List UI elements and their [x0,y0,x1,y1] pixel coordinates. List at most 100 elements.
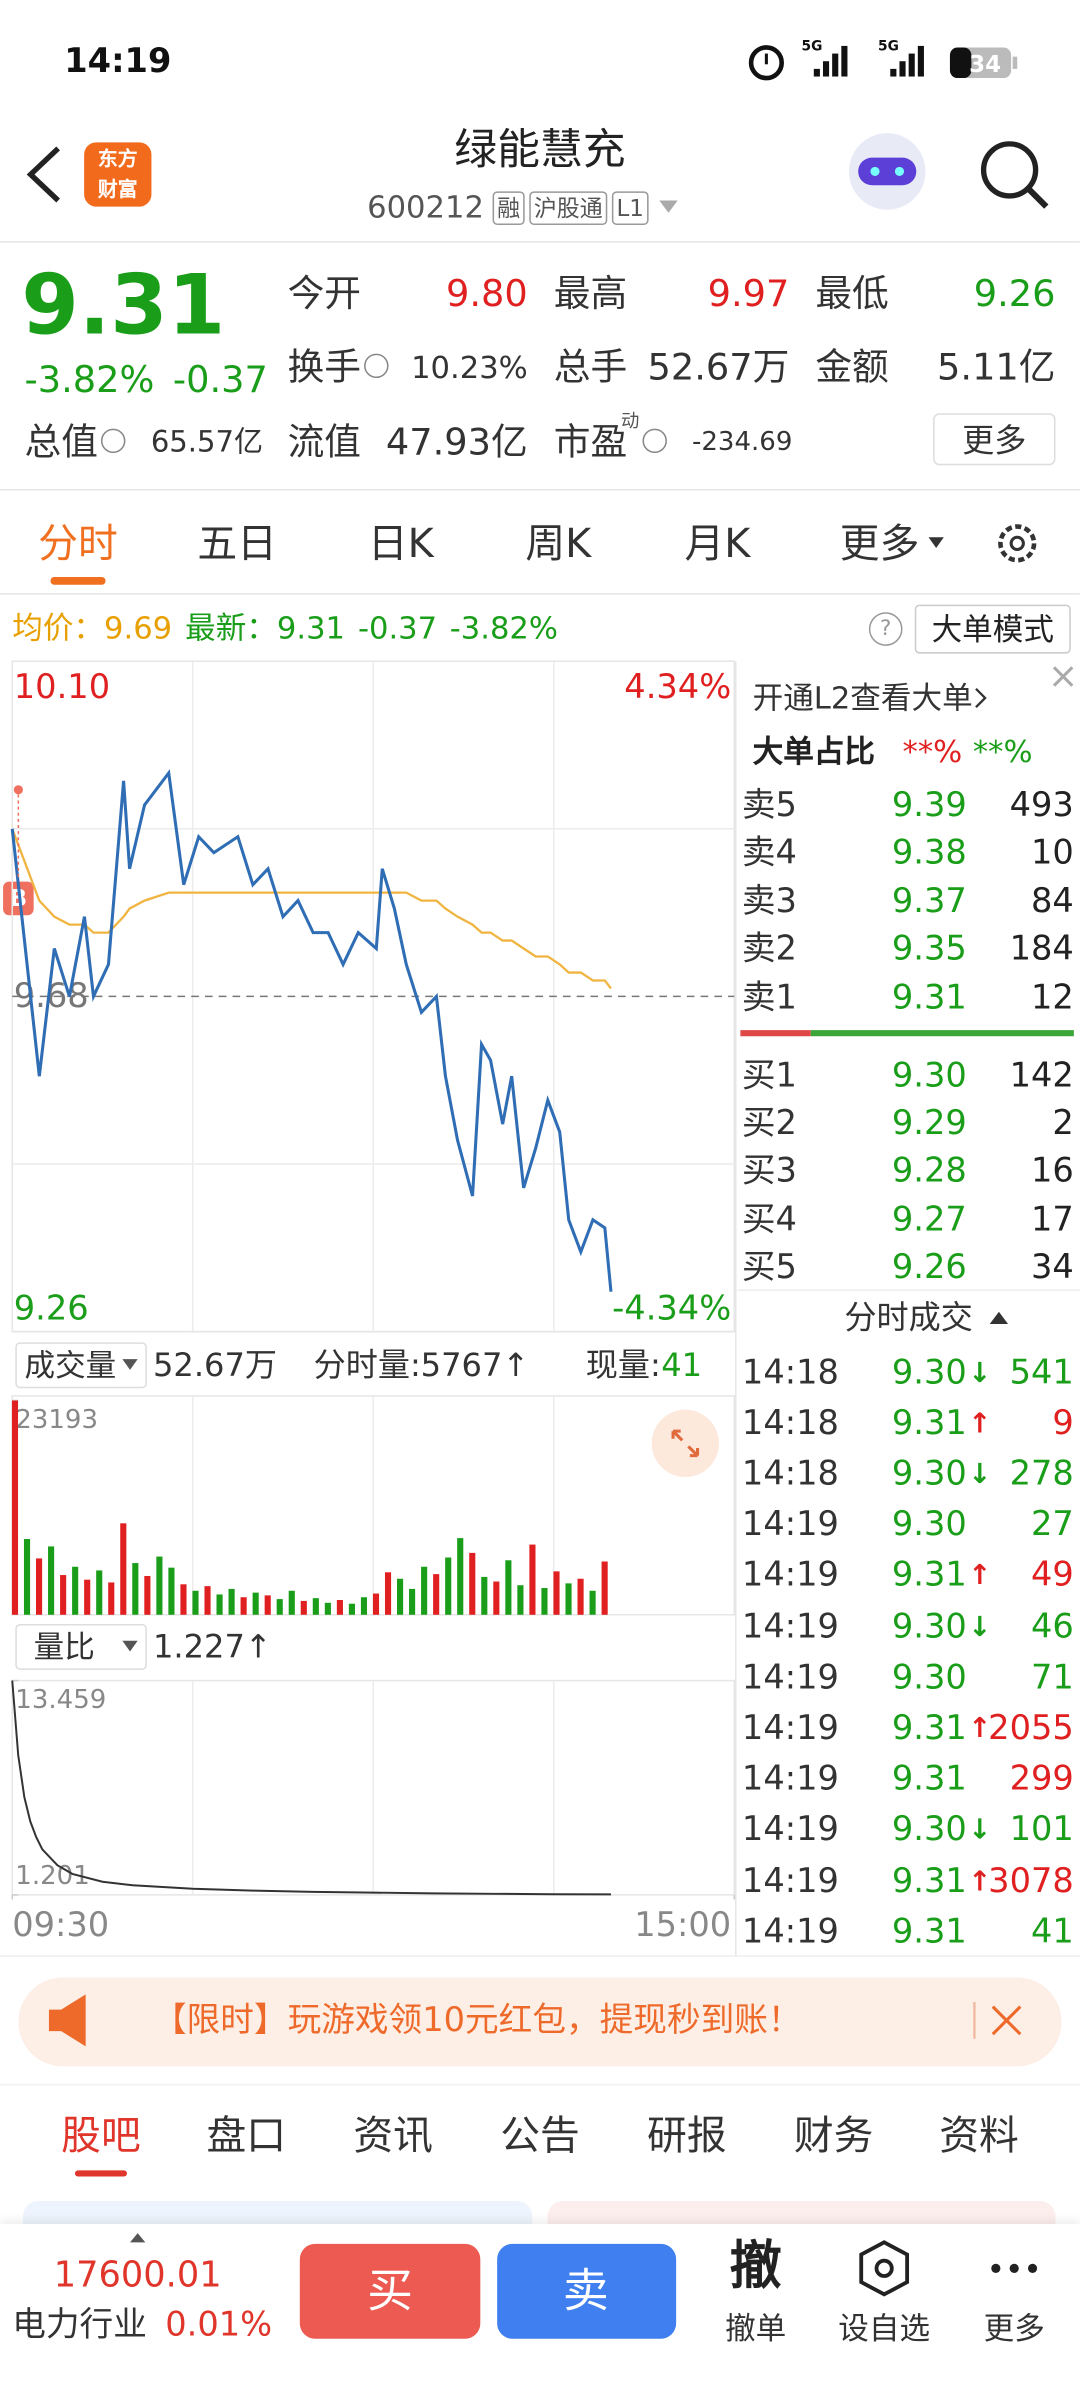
order-price: 9.30 [891,1056,967,1096]
sell-button-text[interactable]: 卖 [562,2264,609,2319]
field-value: 52.67万 [647,345,790,389]
badge: 沪股通 [529,191,608,225]
close-icon[interactable] [1052,666,1074,687]
signal-bar [917,45,924,77]
field-label: 最高 [553,271,628,315]
trade-time: 14:19 [741,1557,839,1596]
mode-button-text[interactable]: 大单模式 [931,610,1054,648]
content-tab[interactable]: 股吧 [61,2113,141,2160]
trade-price: 9.31 [891,1709,967,1748]
back-button[interactable] [26,146,60,203]
volume-bar [589,1590,596,1615]
cancel-icon[interactable]: 撤 [729,2236,782,2298]
sell-button[interactable] [497,2243,677,2339]
field-value: 9.26 [973,271,1056,315]
ratio-select[interactable] [15,1623,147,1670]
battery-text: 34 [969,52,1001,78]
chevron [975,687,987,708]
chart-tab[interactable]: 月K [684,521,751,568]
content-tab[interactable]: 资讯 [353,2113,433,2160]
field-label: 市盈 [553,420,628,464]
volume-bar [384,1572,392,1615]
mode-button[interactable] [914,604,1071,654]
field-label-sup: 动 [621,410,640,432]
chart-tab[interactable]: 日K [367,521,434,568]
order-volume: 142 [1009,1056,1074,1096]
volume-bar [180,1584,187,1615]
badge: 融 [492,191,525,225]
volume-bar [264,1595,271,1615]
buy-button[interactable] [299,2243,481,2339]
plot-frame [11,1395,736,1616]
trade-volume: 9 [1052,1404,1074,1443]
info-icon [364,353,389,379]
ratio-label[interactable]: 量比 [33,1628,95,1666]
trade-arrow: ↑ [968,1407,992,1440]
volume-bar [409,1588,416,1615]
signal-bar [822,61,830,77]
content-tab[interactable]: 公告 [500,2113,580,2160]
search-button[interactable] [980,141,1039,199]
info-icon [100,428,126,454]
current-volume: 41 [661,1346,703,1383]
network-label: 5G [802,39,823,55]
big-order-label: 大单占比 [752,733,875,770]
volume-bar [457,1538,464,1615]
cancel-label[interactable]: 撤单 [725,2309,787,2347]
volume-bar [324,1602,331,1615]
help-icon[interactable] [868,612,903,646]
trade-price: 9.31 [891,1760,967,1799]
volume-bar [565,1583,572,1615]
help-icon-text[interactable]: ? [880,616,892,642]
tick-volume-label: 分时量: [313,1346,421,1383]
content-tab[interactable]: 资料 [939,2113,1019,2160]
avg-price: 9.69 [104,609,173,646]
signal-bar [908,53,915,77]
chart-tab[interactable]: 分时 [38,521,118,568]
more-label[interactable]: 更多 [983,2309,1045,2347]
order-volume: 493 [1009,785,1074,825]
order-label: 卖3 [741,882,797,921]
buy-button-text[interactable]: 买 [367,2264,414,2319]
promo-text[interactable]: 【限时】玩游戏领10元红包，提现秒到账！ [152,2001,802,2040]
content-tab[interactable]: 盘口 [206,2113,287,2160]
tab-underline [50,577,106,585]
more-button-text[interactable]: 更多 [962,421,1027,459]
assistant-eye [894,166,905,177]
volume-bar [517,1585,524,1615]
volume-bar [216,1594,223,1615]
volume-bar [156,1556,163,1615]
chart-tab[interactable]: 更多 [839,521,920,568]
battery-tip [1012,56,1018,69]
trade-time: 14:19 [741,1506,839,1545]
watch-label[interactable]: 设自选 [838,2309,931,2347]
sort-icon [989,1311,1009,1324]
order-price: 9.39 [891,785,967,825]
chart-tab[interactable]: 周K [525,521,592,568]
volume-label[interactable]: 成交量 [24,1346,117,1384]
l2-link[interactable]: 开通L2查看大单 [752,679,973,717]
order-price: 9.27 [891,1200,967,1240]
volume-bar [276,1599,283,1615]
trade-time: 14:19 [741,1760,839,1799]
field-value: 5.11亿 [937,345,1056,389]
volume-bar [372,1593,380,1615]
big-order-sell: **% [972,733,1033,770]
volume-select[interactable] [15,1342,147,1389]
volume-bar [529,1544,536,1615]
expand-button[interactable] [651,1409,719,1478]
volume-bar [505,1560,512,1615]
content-tab[interactable]: 研报 [647,2113,727,2160]
field-value: 10.23% [411,348,528,386]
volume-bar [493,1581,500,1615]
trade-price: 9.31 [891,1912,967,1952]
chart-tab[interactable]: 五日 [197,521,277,568]
trade-time: 14:19 [741,1607,839,1647]
plot-frame [11,660,736,1333]
content-tab[interactable]: 财务 [793,2113,874,2160]
promo-banner[interactable] [18,1977,1062,2067]
field-value: -234.69 [691,427,793,458]
volume-bar [35,1558,43,1615]
more-button[interactable] [933,413,1056,466]
trade-time: 14:18 [741,1353,839,1393]
